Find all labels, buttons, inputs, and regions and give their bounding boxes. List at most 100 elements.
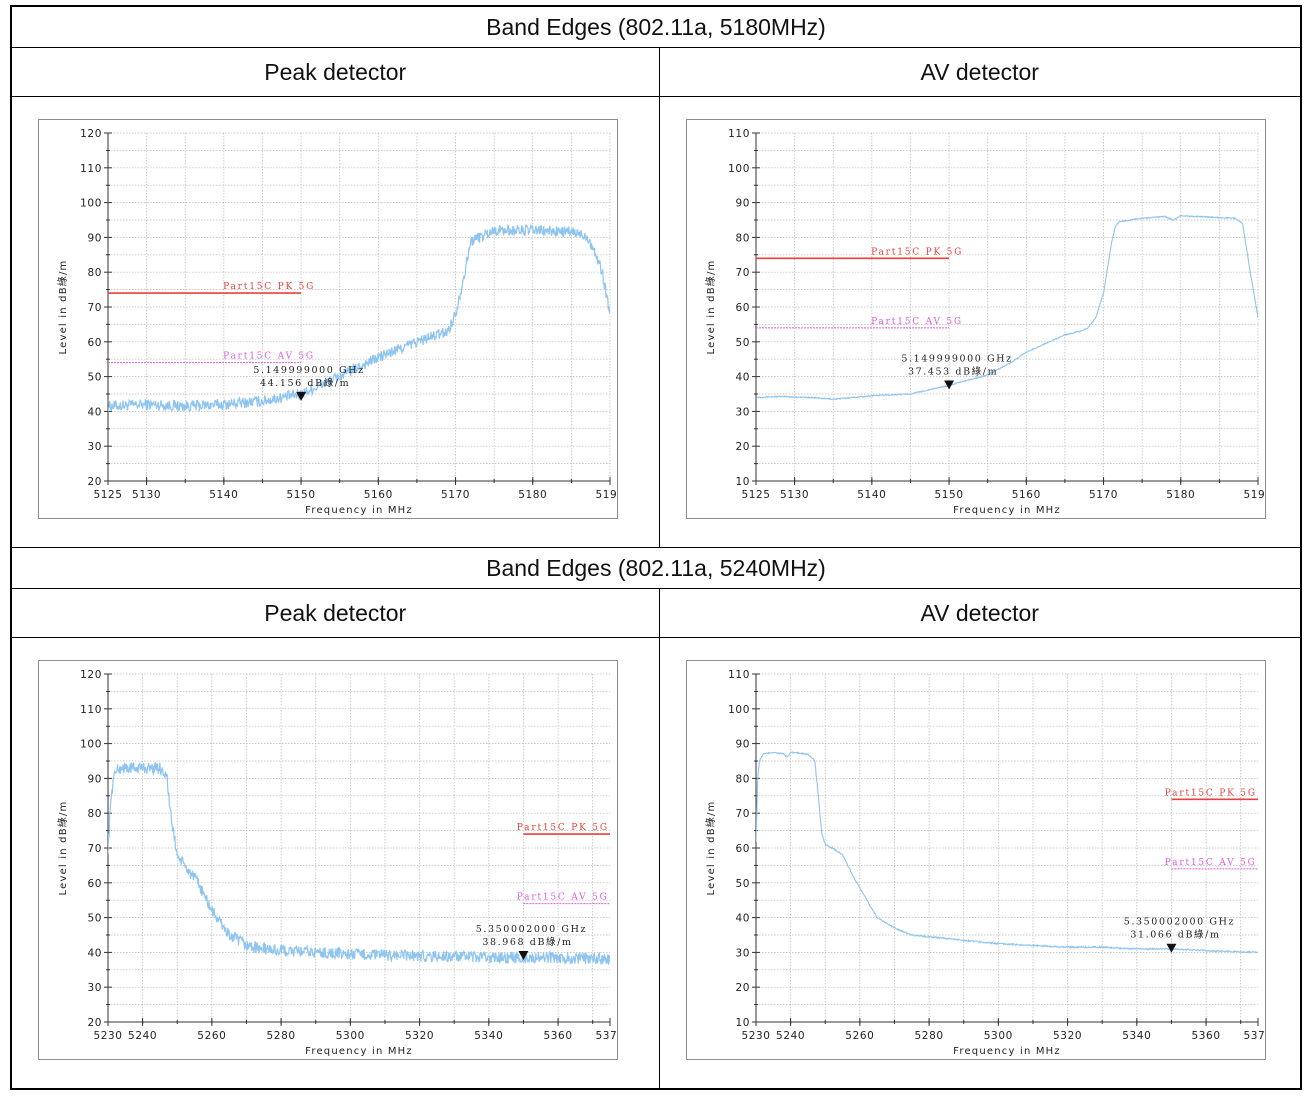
marker-triangle <box>518 950 529 960</box>
section-1-peak-label: Peak detector <box>10 47 660 97</box>
x-tick-label: 5240 <box>128 1030 157 1042</box>
y-tick-label: 100 <box>80 739 102 751</box>
x-axis-label: Frequency in MHz <box>953 1046 1061 1057</box>
marker-level: 38.968 dB綠/m <box>482 936 572 948</box>
x-tick-label: 5280 <box>914 1030 943 1042</box>
marker-triangle <box>296 391 307 401</box>
y-tick-label: 20 <box>87 1017 102 1029</box>
y-tick-label: 20 <box>87 476 102 488</box>
measurement-trace <box>755 751 1258 955</box>
y-axis-label: Level in dB綠/m <box>705 801 717 896</box>
pk-limit-label: Part15C PK 5G <box>517 823 609 833</box>
marker-triangle <box>1165 943 1176 953</box>
y-tick-label: 60 <box>87 337 102 349</box>
y-tick-label: 70 <box>87 843 102 855</box>
section-1-plots: 20 30 40 50 60 70 80 90 100 110 120 5125 5130 5140 515… <box>10 96 1302 548</box>
y-tick-label: 120 <box>80 128 102 140</box>
av-limit-label: Part15C AV 5G <box>517 893 609 903</box>
x-tick-label: 5375 <box>595 1030 618 1042</box>
y-tick-label: 20 <box>735 982 750 994</box>
y-tick-label: 50 <box>87 913 102 925</box>
y-tick-label: 80 <box>735 773 750 785</box>
chart-frame <box>685 660 1266 1060</box>
x-tick-label: 5260 <box>197 1030 226 1042</box>
y-tick-label: 10 <box>735 476 750 488</box>
section-1-header: Band Edges (802.11a, 5180MHz) <box>10 5 1302 48</box>
chart-frame <box>38 119 618 519</box>
section-1-title: Band Edges (802.11a, 5180MHz) <box>10 5 1302 48</box>
section-2-av-label: AV detector <box>658 588 1302 638</box>
x-tick-label: 5280 <box>267 1030 296 1042</box>
y-tick-label: 30 <box>735 406 750 418</box>
x-tick-label: 5130 <box>132 489 161 501</box>
marker-frequency: 5.149999000 GHz <box>253 365 364 376</box>
x-tick-label: 5240 <box>776 1030 805 1042</box>
x-axis-label: Frequency in MHz <box>305 505 413 516</box>
marker-triangle <box>943 380 954 390</box>
x-axis-label: Frequency in MHz <box>305 1046 413 1057</box>
x-tick-label: 5360 <box>1191 1030 1220 1042</box>
y-tick-label: 100 <box>728 163 750 175</box>
y-tick-label: 40 <box>87 406 102 418</box>
x-tick-label: 5130 <box>780 489 809 501</box>
y-tick-label: 30 <box>735 947 750 959</box>
y-tick-label: 10 <box>735 1017 750 1029</box>
y-tick-label: 40 <box>735 913 750 925</box>
y-tick-label: 100 <box>728 704 750 716</box>
section-1-detector-row: Peak detector AV detector <box>10 47 1302 97</box>
measurement-trace <box>755 214 1258 401</box>
x-tick-label: 5340 <box>1122 1030 1151 1042</box>
x-tick-label: 5140 <box>209 489 238 501</box>
y-tick-label: 20 <box>735 441 750 453</box>
y-tick-label: 90 <box>87 232 102 244</box>
marker-frequency: 5.350002000 GHz <box>476 924 587 935</box>
y-tick-label: 70 <box>87 302 102 314</box>
report-table: Band Edges (802.11a, 5180MHz) Peak detec… <box>10 5 1302 1090</box>
y-tick-label: 40 <box>735 372 750 384</box>
plot-cell-1: 20 30 40 50 60 70 80 90 100 110 120 5125 5130 5140 515… <box>10 96 660 548</box>
y-tick-label: 40 <box>87 947 102 959</box>
section-2-header: Band Edges (802.11a, 5240MHz) <box>10 547 1302 589</box>
x-tick-label: 5230 <box>741 1030 770 1042</box>
y-tick-label: 110 <box>728 669 750 681</box>
y-tick-label: 90 <box>87 773 102 785</box>
y-tick-label: 50 <box>87 372 102 384</box>
x-tick-label: 5190 <box>595 489 618 501</box>
pk-limit-label: Part15C PK 5G <box>1164 788 1256 798</box>
y-tick-label: 30 <box>87 441 102 453</box>
x-tick-label: 5320 <box>405 1030 434 1042</box>
chart-frame <box>38 660 618 1060</box>
x-tick-label: 5180 <box>518 489 547 501</box>
y-tick-label: 60 <box>735 302 750 314</box>
y-axis-label: Level in dB綠/m <box>57 801 69 896</box>
y-tick-label: 90 <box>735 198 750 210</box>
y-tick-label: 110 <box>80 163 102 175</box>
y-tick-label: 80 <box>735 232 750 244</box>
y-tick-label: 90 <box>735 739 750 751</box>
marker-level: 37.453 dB綠/m <box>907 365 997 377</box>
x-tick-label: 5230 <box>93 1030 122 1042</box>
section-2-plots: 20 30 40 50 60 70 80 90 100 110 120 5230 5240 5260 528… <box>10 637 1302 1090</box>
chart-5240-av: 10 20 30 40 50 60 70 80 90 100 110 5230 5240 5260 5280… <box>685 660 1266 1060</box>
marker-frequency: 5.149999000 GHz <box>901 353 1012 364</box>
x-tick-label: 5125 <box>741 489 770 501</box>
section-1-av-label: AV detector <box>658 47 1302 97</box>
measurement-trace <box>108 224 610 414</box>
av-limit-label: Part15C AV 5G <box>223 352 315 362</box>
y-tick-label: 80 <box>87 808 102 820</box>
x-tick-label: 5125 <box>93 489 122 501</box>
y-tick-label: 80 <box>87 267 102 279</box>
x-tick-label: 5150 <box>287 489 316 501</box>
pk-limit-label: Part15C PK 5G <box>871 247 963 257</box>
av-limit-label: Part15C AV 5G <box>871 317 963 327</box>
chart-5240-peak: 20 30 40 50 60 70 80 90 100 110 120 5230 5240 5260 528… <box>38 660 618 1060</box>
marker-level: 44.156 dB綠/m <box>260 377 350 389</box>
x-tick-label: 5160 <box>364 489 393 501</box>
x-axis-label: Frequency in MHz <box>953 505 1061 516</box>
x-tick-label: 5375 <box>1243 1030 1266 1042</box>
x-tick-label: 5360 <box>544 1030 573 1042</box>
y-tick-label: 30 <box>87 982 102 994</box>
y-axis-label: Level in dB綠/m <box>705 260 717 355</box>
grid-lines <box>107 132 611 482</box>
chart-5180-peak: 20 30 40 50 60 70 80 90 100 110 120 5125 5130 5140 515… <box>38 119 618 519</box>
